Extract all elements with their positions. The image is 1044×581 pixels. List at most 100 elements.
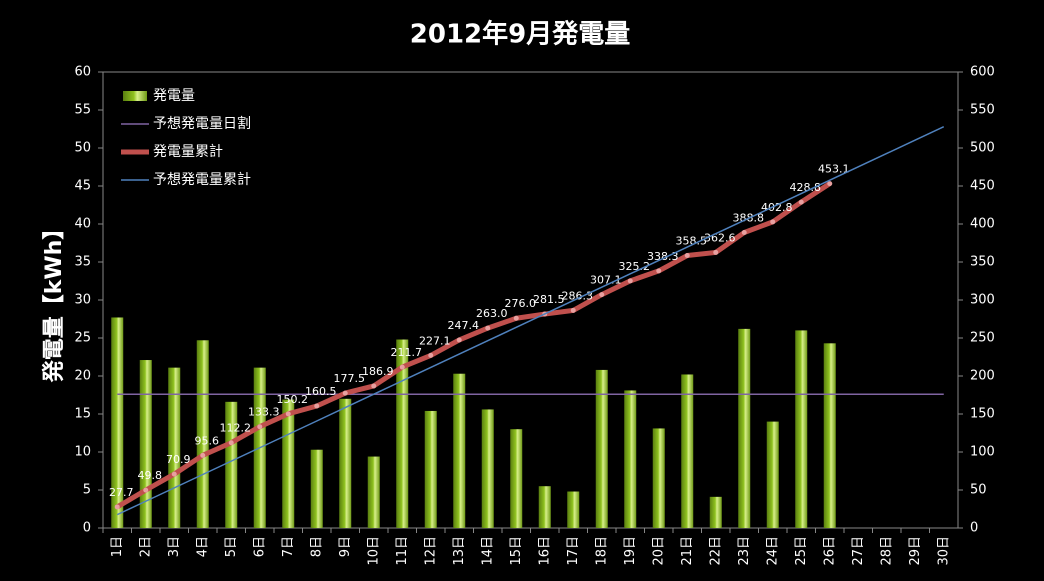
marker	[798, 199, 804, 205]
y2-tick-label: 100	[970, 445, 995, 460]
value-label: 362.6	[704, 231, 736, 244]
bar	[709, 496, 722, 528]
value-label: 211.7	[391, 346, 423, 359]
bar	[111, 317, 124, 528]
bar	[339, 398, 352, 528]
value-label: 358.5	[676, 235, 708, 248]
value-label: 276.0	[505, 297, 537, 310]
x-tick-label: 28日	[879, 536, 894, 566]
x-tick-label: 6日	[252, 536, 267, 557]
bar	[681, 374, 694, 528]
legend-label: 予想発電量累計	[153, 172, 251, 188]
x-tick-label: 23日	[737, 536, 752, 566]
y2-tick-label: 500	[970, 141, 995, 156]
value-label: 27.7	[109, 486, 134, 499]
value-label: 186.9	[362, 365, 394, 378]
y-tick-label: 20	[74, 369, 91, 384]
bar	[424, 410, 437, 528]
x-tick-label: 30日	[936, 536, 951, 566]
value-label: 177.5	[334, 372, 366, 385]
marker	[285, 411, 291, 417]
marker	[456, 337, 462, 343]
x-tick-label: 2日	[138, 536, 153, 557]
bar	[738, 328, 751, 528]
value-label: 286.3	[562, 289, 594, 302]
x-tick-label: 20日	[651, 536, 666, 566]
bar	[595, 369, 608, 528]
y-axis-label: 発電量【kWh】	[42, 218, 67, 384]
x-tick-label: 9日	[338, 536, 353, 557]
marker	[741, 230, 747, 236]
value-label: 325.2	[619, 260, 651, 273]
x-tick-label: 14日	[480, 536, 495, 566]
bar	[823, 343, 836, 528]
marker	[114, 504, 120, 510]
x-tick-label: 22日	[708, 536, 723, 566]
bar	[282, 399, 295, 528]
x-tick-label: 26日	[822, 536, 837, 566]
x-tick-label: 29日	[908, 536, 923, 566]
marker	[599, 292, 605, 298]
x-tick-label: 19日	[623, 536, 638, 566]
line	[116, 126, 945, 516]
bar	[795, 330, 808, 528]
marker	[399, 364, 405, 370]
y-tick-label: 15	[74, 407, 91, 422]
marker	[371, 383, 377, 389]
x-tick-label: 21日	[680, 536, 695, 566]
marker	[428, 352, 434, 358]
y-tick-label: 30	[74, 293, 91, 308]
marker	[513, 315, 519, 321]
marker	[342, 390, 348, 396]
x-tick-label: 11日	[395, 536, 410, 566]
y-tick-label: 5	[83, 483, 91, 498]
y-tick-label: 60	[74, 65, 91, 80]
value-label: 227.1	[419, 334, 451, 347]
y-tick-label: 45	[74, 179, 91, 194]
y-tick-label: 55	[74, 103, 91, 118]
x-tick-label: 15日	[509, 536, 524, 566]
y2-tick-label: 400	[970, 217, 995, 232]
value-label: 160.5	[305, 385, 337, 398]
bar	[624, 390, 637, 528]
x-tick-label: 27日	[851, 536, 866, 566]
marker	[627, 278, 633, 284]
x-tick-label: 5日	[224, 536, 239, 557]
value-label: 428.8	[790, 181, 822, 194]
x-tick-label: 17日	[566, 536, 581, 566]
value-label: 133.3	[248, 406, 280, 419]
x-tick-label: 18日	[594, 536, 609, 566]
y2-tick-label: 250	[970, 331, 995, 346]
marker	[656, 268, 662, 274]
value-label: 150.2	[277, 393, 309, 406]
y2-tick-label: 300	[970, 293, 995, 308]
y-tick-label: 10	[74, 445, 91, 460]
x-tick-label: 7日	[281, 536, 296, 557]
bar	[367, 456, 380, 528]
marker	[713, 249, 719, 255]
value-label: 307.1	[590, 274, 622, 287]
x-tick-label: 4日	[195, 536, 210, 557]
y-tick-label: 40	[74, 217, 91, 232]
bar	[567, 491, 580, 528]
legend-label: 発電量累計	[153, 144, 223, 160]
x-tick-label: 25日	[794, 536, 809, 566]
marker	[570, 307, 576, 313]
marker	[684, 253, 690, 259]
y2-tick-label: 550	[970, 103, 995, 118]
y2-tick-label: 50	[970, 483, 987, 498]
value-label: 95.6	[195, 434, 220, 447]
value-label: 70.9	[166, 453, 191, 466]
y2-tick-label: 150	[970, 407, 995, 422]
legend-label: 予想発電量日割	[153, 115, 251, 132]
bar	[310, 449, 323, 528]
bar	[538, 486, 551, 528]
y2-tick-label: 450	[970, 179, 995, 194]
y2-tick-label: 600	[970, 65, 995, 80]
line	[115, 181, 832, 510]
marker	[770, 219, 776, 225]
x-tick-label: 16日	[537, 536, 552, 566]
marker	[827, 181, 833, 187]
bar	[196, 340, 209, 528]
